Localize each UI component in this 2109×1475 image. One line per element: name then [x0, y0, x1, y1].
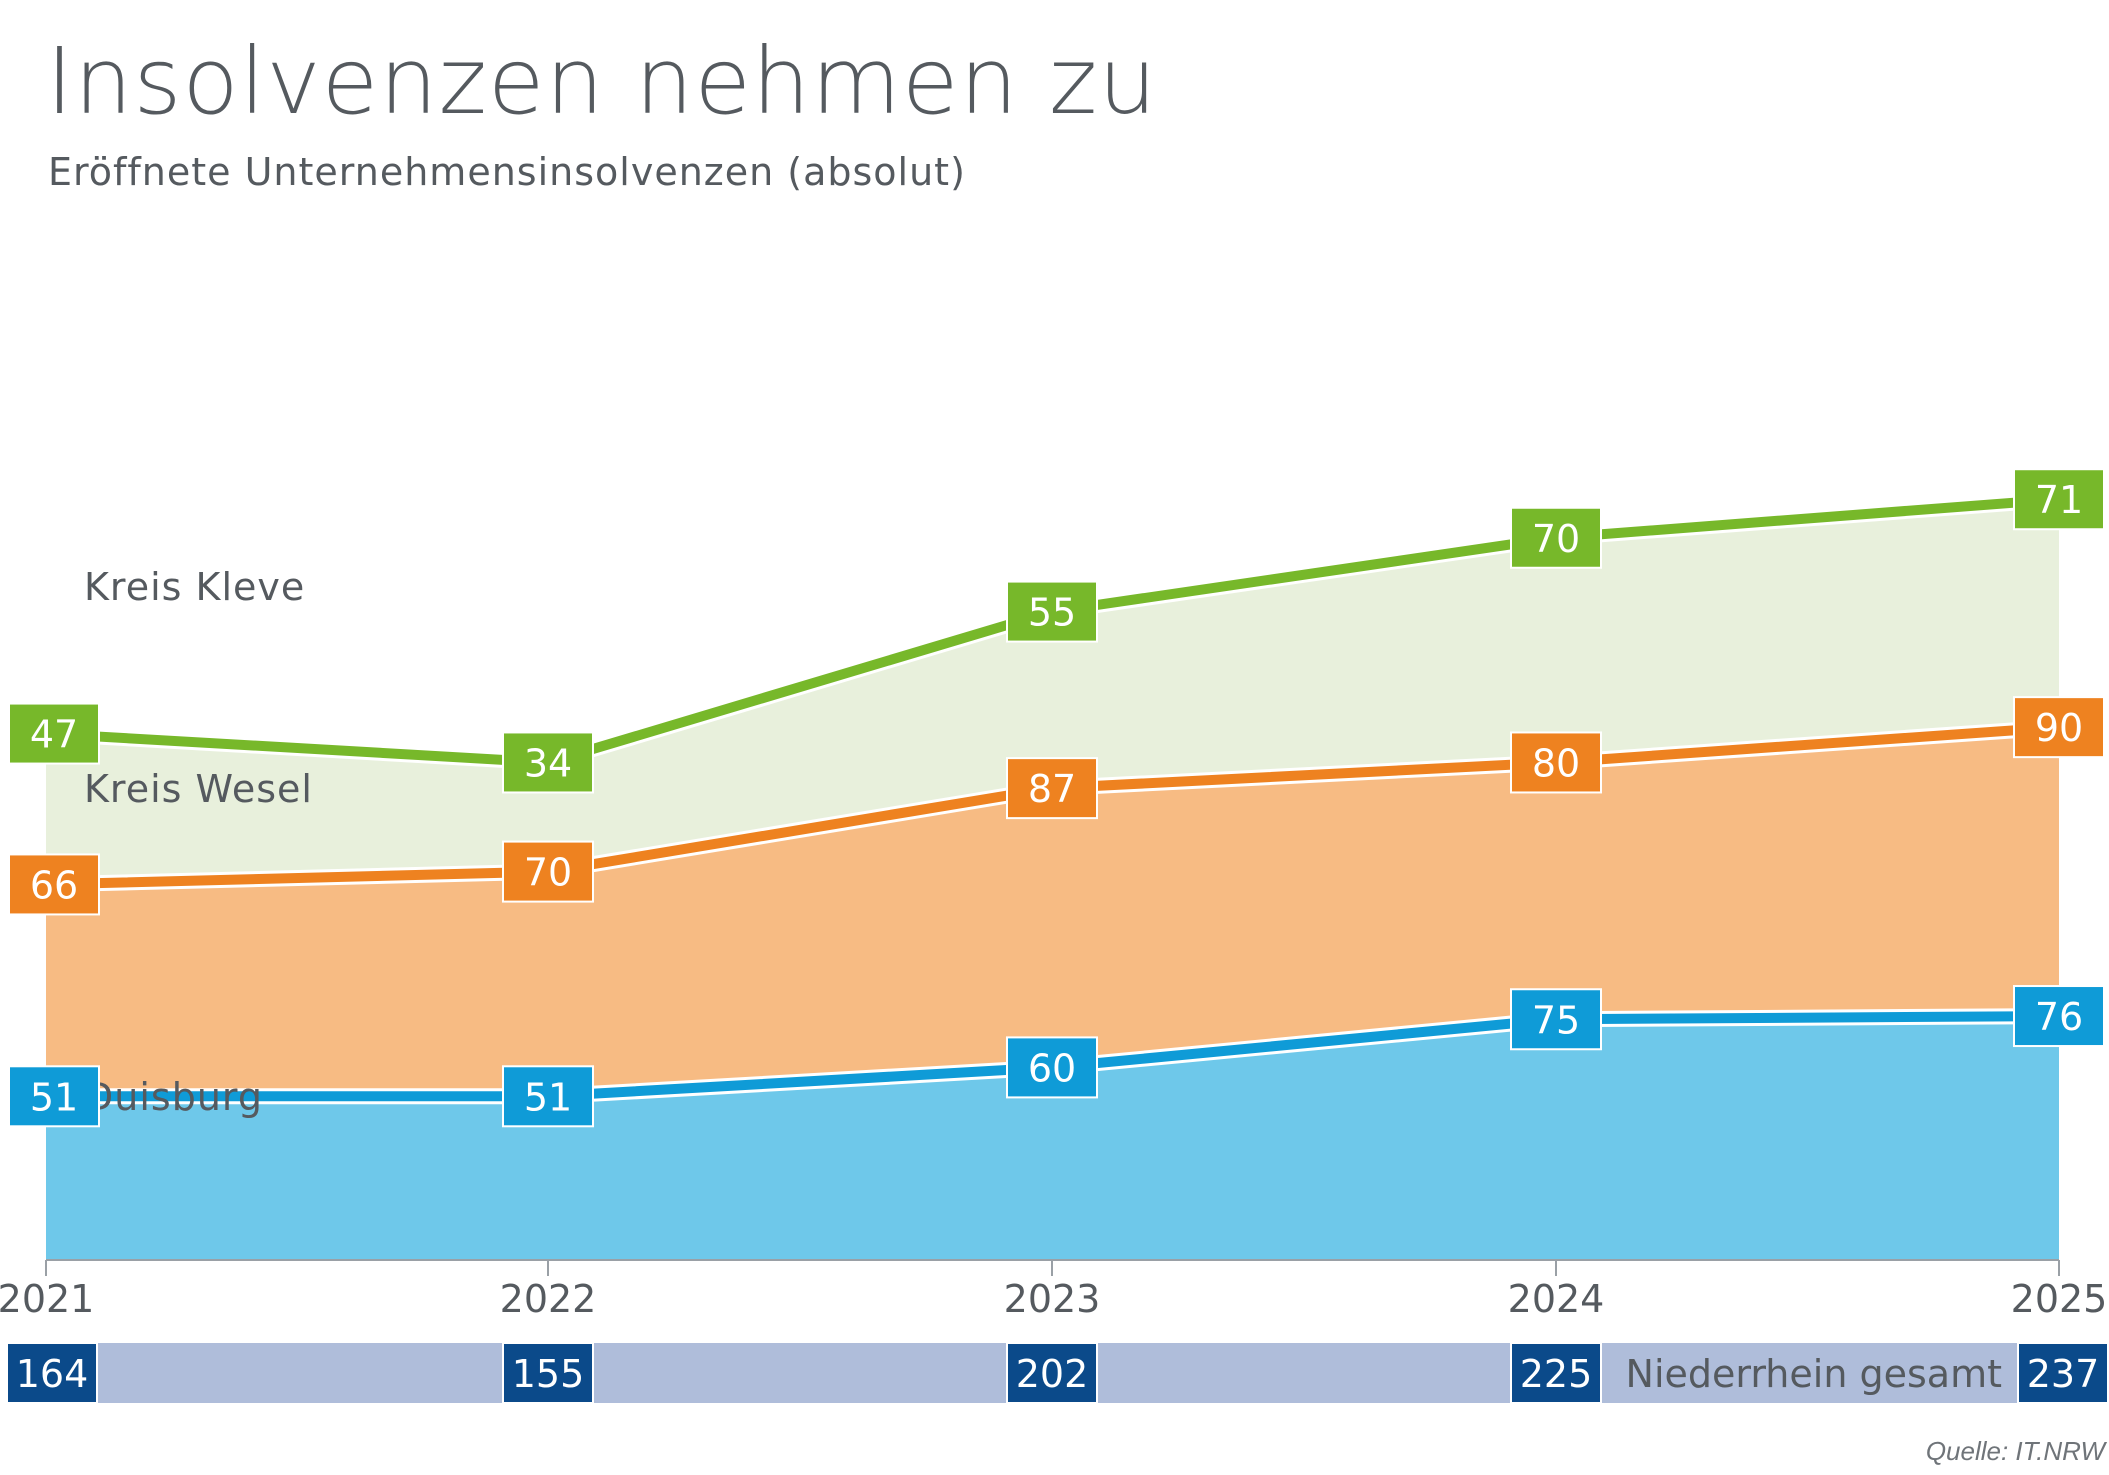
value-label-kreis-wesel: 80: [1532, 741, 1580, 785]
x-tick-label: 2021: [0, 1277, 94, 1321]
value-box-kreis-kleve: [8, 702, 100, 765]
total-value-label: 155: [512, 1352, 585, 1396]
value-box-kreis-wesel: [2013, 696, 2105, 759]
value-label-kreis-wesel: 70: [524, 851, 572, 895]
value-label-duisburg: 60: [1028, 1046, 1076, 1090]
value-box-kreis-kleve: [1510, 506, 1602, 569]
value-label-kreis-wesel: 66: [30, 863, 78, 907]
x-tick-label: 2023: [1004, 1277, 1101, 1321]
value-label-kreis-kleve: 47: [30, 713, 78, 757]
total-value-box: [1006, 1342, 1098, 1404]
value-box-kreis-wesel: [8, 853, 100, 916]
chart-title: Insolvenzen nehmen zu: [46, 28, 1158, 135]
value-box-kreis-wesel: [1510, 731, 1602, 794]
total-value-box: [2017, 1342, 2109, 1404]
value-label-duisburg: 51: [524, 1075, 572, 1119]
source-note: Quelle: IT.NRW: [1925, 1436, 2105, 1466]
total-series-label: Niederrhein gesamt: [1626, 1352, 2002, 1396]
value-label-kreis-wesel: 90: [2035, 706, 2083, 750]
series-label-kreis-kleve: Kreis Kleve: [84, 565, 305, 609]
x-tick-label: 2024: [1508, 1277, 1605, 1321]
value-label-kreis-wesel: 87: [1028, 767, 1076, 811]
total-value-label: 237: [2027, 1352, 2100, 1396]
value-label-duisburg: 75: [1532, 998, 1580, 1042]
value-box-kreis-wesel: [1006, 757, 1098, 820]
value-box-kreis-kleve: [1006, 580, 1098, 643]
total-value-label: 202: [1016, 1352, 1089, 1396]
value-box-kreis-wesel: [502, 840, 594, 903]
total-value-box: [502, 1342, 594, 1404]
total-value-box: [1510, 1342, 1602, 1404]
chart-subtitle: Eröffnete Unternehmensinsolvenzen (absol…: [48, 150, 966, 194]
value-box-duisburg: [1006, 1036, 1098, 1099]
x-tick-label: 2025: [2011, 1277, 2108, 1321]
value-label-kreis-kleve: 34: [524, 741, 572, 785]
value-label-kreis-kleve: 70: [1532, 517, 1580, 561]
value-box-kreis-kleve: [502, 731, 594, 794]
series-label-duisburg: Duisburg: [84, 1075, 263, 1119]
value-box-duisburg: [1510, 988, 1602, 1051]
area-duisburg: [46, 1016, 2059, 1260]
value-box-duisburg: [8, 1065, 100, 1128]
value-label-duisburg: 51: [30, 1075, 78, 1119]
value-box-kreis-kleve: [2013, 468, 2105, 531]
value-box-duisburg: [2013, 985, 2105, 1048]
value-label-kreis-kleve: 71: [2035, 478, 2083, 522]
value-label-kreis-kleve: 55: [1028, 591, 1076, 635]
total-value-label: 164: [16, 1352, 89, 1396]
x-tick-label: 2022: [500, 1277, 597, 1321]
total-value-box: [6, 1342, 98, 1404]
value-box-duisburg: [502, 1065, 594, 1128]
total-value-label: 225: [1520, 1352, 1593, 1396]
series-label-kreis-wesel: Kreis Wesel: [84, 767, 313, 811]
value-label-duisburg: 76: [2035, 995, 2083, 1039]
